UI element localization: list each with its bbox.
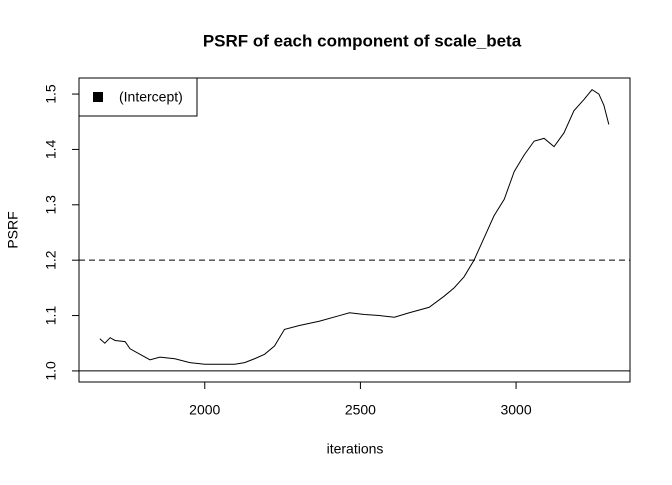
data-line [99, 88, 610, 365]
legend-swatch [93, 92, 103, 102]
x-tick-label: 2000 [189, 402, 220, 418]
x-tick-label: 3000 [500, 402, 531, 418]
plot-frame [78, 77, 631, 383]
x-axis-label: iterations [327, 441, 384, 457]
y-tick-label: 1.1 [43, 306, 59, 326]
chart-title: PSRF of each component of scale_beta [203, 31, 522, 50]
y-tick-label: 1.3 [43, 195, 59, 215]
y-tick-label: 1.2 [43, 250, 59, 270]
y-tick-label: 1.4 [43, 139, 59, 159]
y-tick-label: 1.0 [43, 361, 59, 381]
y-tick-label: 1.5 [43, 84, 59, 104]
legend-label: (Intercept) [119, 89, 183, 105]
x-tick-label: 2500 [345, 402, 376, 418]
y-axis-label: PSRF [5, 211, 21, 248]
